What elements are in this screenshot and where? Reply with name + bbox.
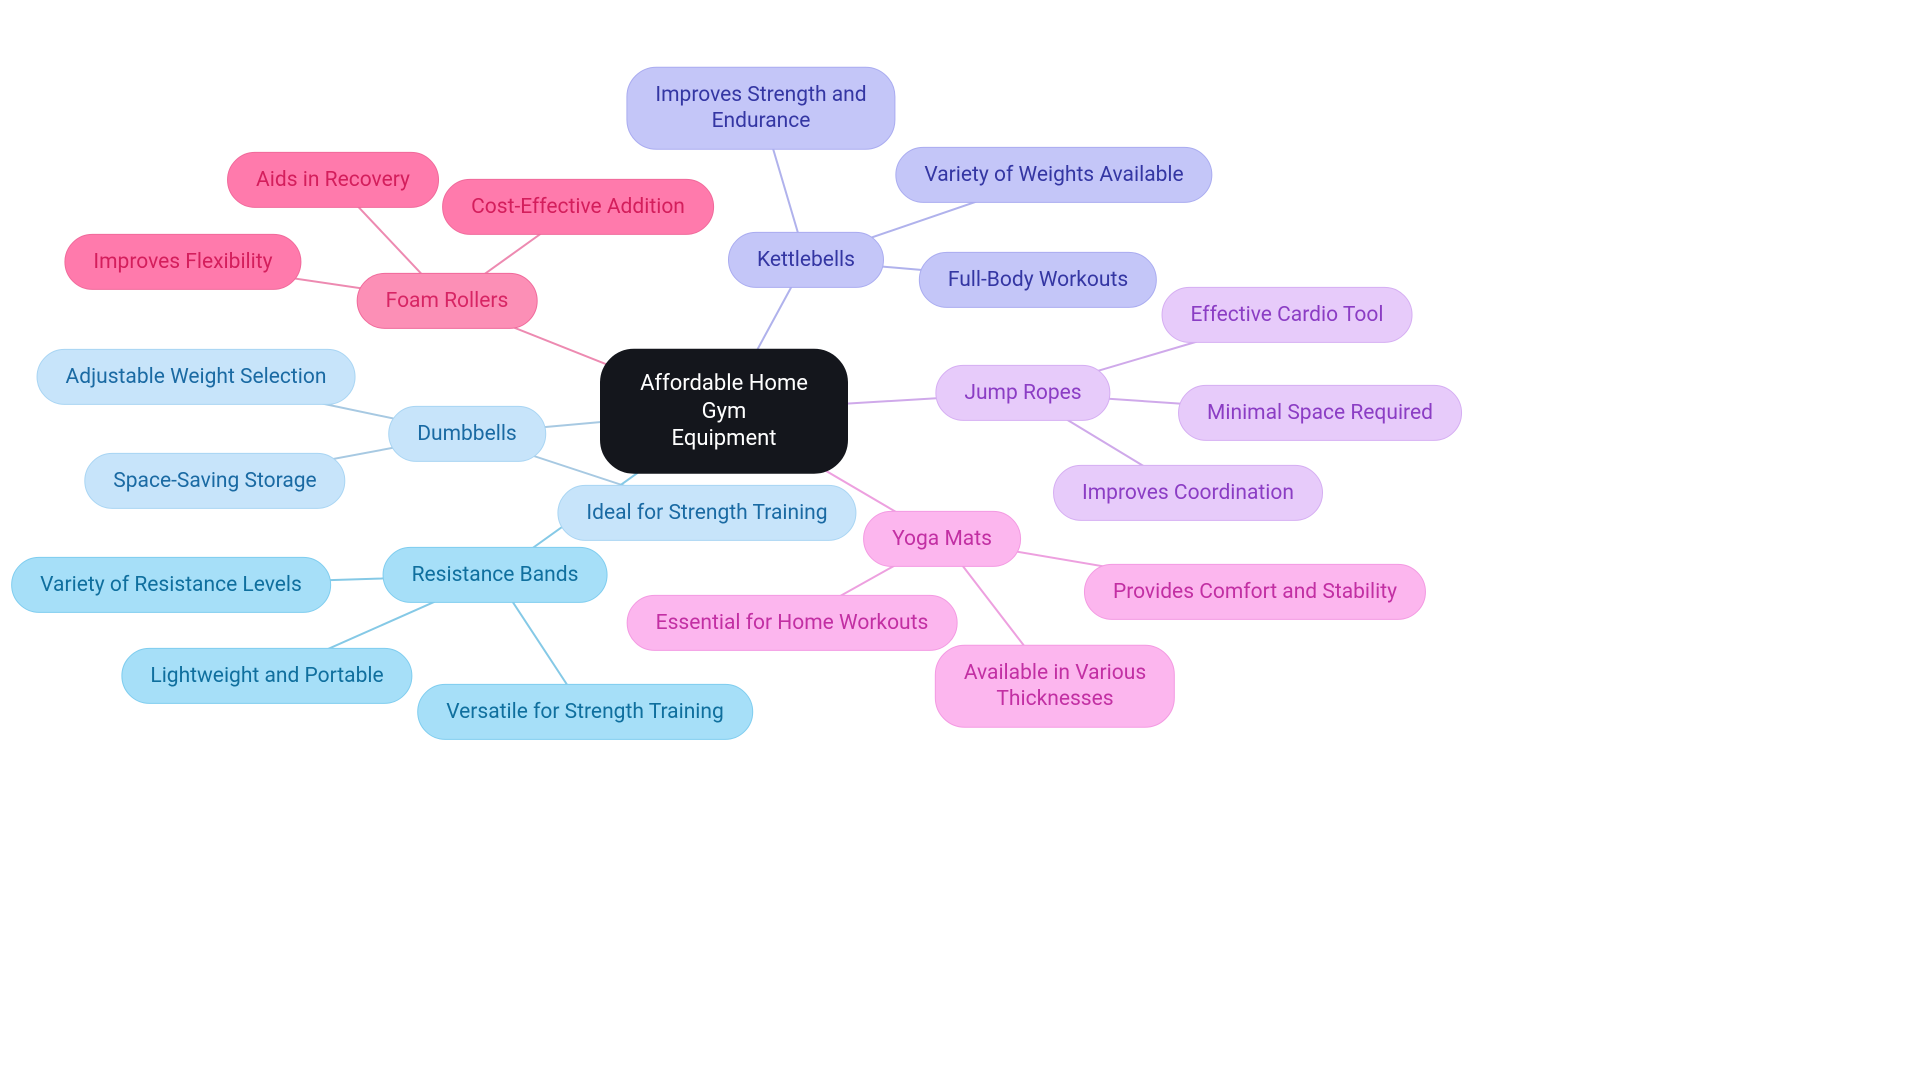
node-dumbbells: Dumbbells bbox=[388, 406, 546, 462]
node-foam-flex: Improves Flexibility bbox=[64, 234, 301, 290]
node-foam-recovery: Aids in Recovery bbox=[227, 152, 439, 208]
node-jr-coord: Improves Coordination bbox=[1053, 465, 1323, 521]
node-foam-cost: Cost-Effective Addition bbox=[442, 179, 714, 235]
node-db-adjust: Adjustable Weight Selection bbox=[37, 349, 356, 405]
node-db-space: Space-Saving Storage bbox=[84, 453, 345, 509]
node-resistance-bands: Resistance Bands bbox=[383, 547, 608, 603]
node-jump-ropes: Jump Ropes bbox=[935, 365, 1110, 421]
node-rb-portable: Lightweight and Portable bbox=[121, 648, 412, 704]
node-foam-rollers: Foam Rollers bbox=[357, 273, 538, 329]
node-rb-versatile: Versatile for Strength Training bbox=[417, 684, 753, 740]
node-jr-cardio: Effective Cardio Tool bbox=[1162, 287, 1413, 343]
node-jr-space: Minimal Space Required bbox=[1178, 385, 1462, 441]
node-root: Affordable Home Gym Equipment bbox=[600, 349, 848, 474]
node-kettlebells: Kettlebells bbox=[728, 232, 884, 288]
node-yoga-mats: Yoga Mats bbox=[863, 511, 1021, 567]
node-ym-comfort: Provides Comfort and Stability bbox=[1084, 564, 1426, 620]
node-ym-essential: Essential for Home Workouts bbox=[627, 595, 958, 651]
node-db-strength: Ideal for Strength Training bbox=[557, 485, 856, 541]
node-rb-levels: Variety of Resistance Levels bbox=[11, 557, 331, 613]
node-ym-thickness: Available in Various Thicknesses bbox=[935, 645, 1175, 728]
node-kb-weights: Variety of Weights Available bbox=[895, 147, 1212, 203]
node-kb-fullbody: Full-Body Workouts bbox=[919, 252, 1157, 308]
node-kb-strength: Improves Strength and Endurance bbox=[626, 67, 895, 150]
